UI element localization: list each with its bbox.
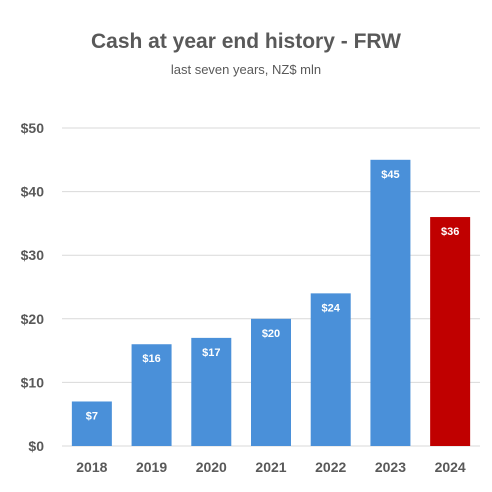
data-label-2024: $36: [441, 226, 459, 238]
y-axis-tick-labels: $0 $10 $20 $30 $40 $50: [21, 120, 45, 454]
x-axis-tick-labels: 2018 2019 2020 2021 2022 2023 2024: [76, 459, 466, 475]
x-tick-label-2024: 2024: [435, 459, 466, 475]
y-tick-label: $50: [21, 120, 45, 136]
data-label-2019: $16: [142, 353, 160, 365]
x-tick-label-2018: 2018: [76, 459, 107, 475]
data-labels: $7 $16 $17 $20 $24 $45 $36: [86, 169, 460, 423]
y-tick-label: $30: [21, 247, 45, 263]
y-tick-label: $10: [21, 374, 45, 390]
y-tick-label: $20: [21, 311, 45, 327]
bar-2020: [191, 337, 232, 446]
y-tick-label: $40: [21, 184, 45, 200]
y-tick-label: $0: [28, 438, 44, 454]
bar-2021: [251, 318, 291, 446]
bars: [71, 159, 471, 447]
chart-subtitle: last seven years, NZ$ mln: [170, 62, 322, 77]
data-label-2021: $20: [262, 328, 280, 340]
data-label-2018: $7: [86, 410, 98, 422]
bar-2024: [430, 217, 471, 446]
data-label-2020: $17: [202, 347, 220, 359]
x-tick-label-2023: 2023: [375, 459, 406, 475]
x-tick-label-2021: 2021: [255, 459, 286, 475]
bar-2023: [370, 159, 411, 447]
x-tick-label-2020: 2020: [196, 459, 227, 475]
x-tick-label-2022: 2022: [315, 459, 346, 475]
bar-2018: [71, 401, 112, 446]
data-label-2022: $24: [322, 302, 341, 314]
data-label-2023: $45: [381, 169, 399, 181]
bar-2019: [131, 344, 172, 446]
bar-2022: [310, 293, 351, 446]
x-tick-label-2019: 2019: [136, 459, 167, 475]
chart-title: Cash at year end history - FRW: [90, 30, 402, 53]
